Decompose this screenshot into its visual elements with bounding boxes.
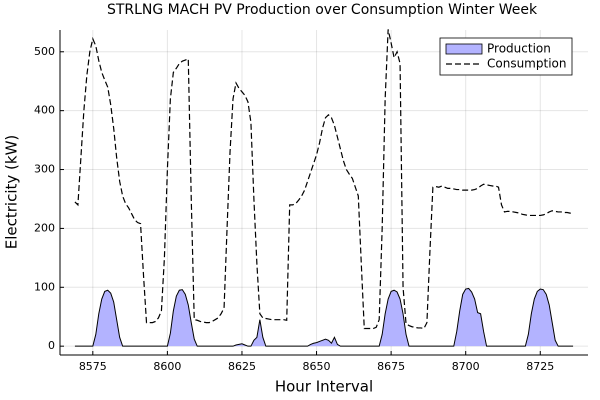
y-tick-label: 100	[34, 280, 55, 293]
x-tick-label: 8625	[228, 360, 256, 373]
x-tick-label: 8700	[452, 360, 480, 373]
legend-label: Consumption	[487, 57, 566, 71]
x-tick-label: 8675	[377, 360, 405, 373]
y-tick-label: 500	[34, 45, 55, 58]
consumption-line	[74, 29, 574, 330]
legend-swatch	[445, 43, 483, 55]
y-tick-label: 200	[34, 221, 55, 234]
y-axis-label: Electricity (kW)	[3, 135, 21, 250]
y-tick-label: 400	[34, 104, 55, 117]
chart-title: STRLNG MACH PV Production over Consumpti…	[107, 2, 538, 18]
x-tick-label: 8725	[526, 360, 554, 373]
y-tick-label: 300	[34, 163, 55, 176]
y-tick-label: 0	[48, 339, 55, 352]
x-tick-label: 8600	[153, 360, 181, 373]
production-area	[74, 287, 574, 347]
legend-label: Production	[487, 42, 551, 56]
x-tick-label: 8575	[79, 360, 107, 373]
x-tick-label: 8650	[303, 360, 331, 373]
x-axis-label: Hour Interval	[275, 378, 373, 396]
